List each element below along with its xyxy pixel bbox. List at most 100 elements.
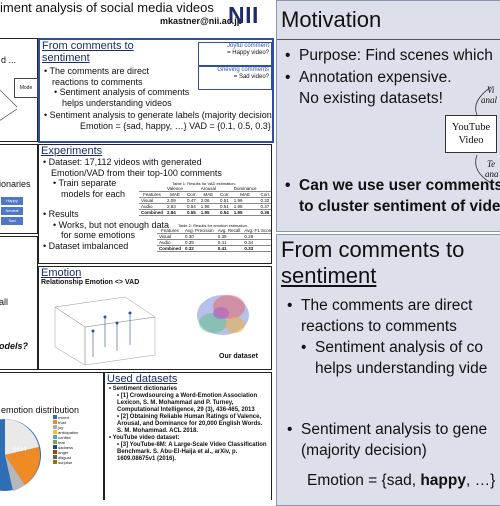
experiments-results: • Results	[43, 209, 79, 219]
motivation-title: Motivation	[281, 7, 382, 32]
table-cell: Dominance	[231, 186, 259, 192]
table-cell: Visual	[139, 197, 165, 204]
table-cell: Avg. Precision	[183, 228, 216, 234]
table-cell: Avg. F1 Score	[242, 228, 271, 234]
dict-box-happy: Happy	[1, 197, 23, 205]
emotion-subheading: Relationship Emotion <> VAD	[41, 279, 140, 286]
used-datasets-section: Used datasets • Sentiment dictionaries •…	[104, 372, 272, 500]
table-row: Combined 2.84 0.55 1.95 0.54 1.95 0.36	[139, 209, 271, 216]
table-cell: 2.83	[165, 203, 185, 210]
legend-mixed: mixed	[53, 415, 78, 420]
analysis-curves	[475, 86, 492, 184]
slide2-bullet-2b: (majority decision)	[301, 442, 427, 459]
motivation-bullet-3: • Can we use user comments	[285, 177, 500, 194]
poster-comments-bullet-2: • Sentiment analysis to generate labels …	[44, 110, 274, 120]
table-cell: 1.96	[231, 203, 259, 210]
table-cell: 0.51	[217, 197, 232, 204]
models-text: odels?	[0, 341, 29, 351]
table-cell: 0.51	[217, 203, 232, 210]
motivation-bullet-2: • Annotation expensive.	[285, 69, 452, 86]
table-cell: 0.32	[183, 245, 216, 252]
experiments-section: Experiments • Dataset: 17,112 videos wit…	[38, 144, 272, 264]
emotion-vad-3d-plot	[54, 296, 156, 366]
left-strip-arrows	[0, 89, 18, 121]
table-row: Audio 0.39 0.41 0.34	[157, 239, 271, 246]
experiments-sub-1: • Train separate	[53, 178, 117, 188]
pie-label: 6614	[13, 447, 27, 453]
table-cell: 0.47	[184, 197, 199, 204]
experiments-heading: Experiments	[41, 145, 103, 157]
legend-joy: joy	[53, 425, 78, 430]
mode-box: Mode	[14, 78, 38, 98]
left-strip-top-text: d ...	[1, 55, 17, 65]
youtube-label-2: Video	[458, 135, 484, 146]
poster-comments-sub-1: • Sentiment analysis of comments	[54, 87, 190, 97]
sad-question: = Sad video?	[233, 74, 269, 80]
slide2-bullet-2: • Sentiment analysis to gene	[287, 421, 488, 438]
legend-anticipation: anticipation	[53, 430, 78, 435]
table-cell: 2.06	[198, 197, 218, 204]
curve-label-bottom-2: ana	[485, 169, 499, 179]
table-cell: Features	[139, 191, 165, 198]
table-cell: Audio	[157, 239, 183, 246]
table-cell: 1.96	[231, 197, 259, 204]
table2-caption: Table 2: Results for emotion estimation.	[177, 223, 249, 228]
table-cell: 0.36	[258, 209, 271, 216]
all-text: all	[0, 297, 9, 307]
used-bullet-1: • Sentiment dictionaries	[109, 386, 178, 392]
table-cell: 0.33	[242, 245, 271, 252]
emotion-pie-chart: 6614	[0, 419, 41, 491]
table-row: Visual 2.09 0.47 2.06 0.51 1.96 0.32	[139, 197, 271, 204]
joyful-box: Joyful comment = Happy video?	[198, 42, 272, 66]
grieving-label: Grieving comments	[217, 67, 269, 73]
table-cell: 0.41	[215, 239, 243, 246]
table-row: Valence Arousal Dominance	[139, 186, 271, 192]
table-cell: Audio	[139, 203, 165, 210]
legend-trust: trust	[53, 420, 78, 425]
table-cell	[139, 186, 165, 192]
table-cell: Avg. Recall	[215, 228, 243, 234]
poster-comments-heading-1: From comments to	[42, 40, 134, 52]
table-cell: 0.39	[215, 233, 243, 240]
emotion-distribution-box: emotion distribution 6614 mixed trust jo…	[0, 372, 104, 500]
happy-question: = Happy video?	[227, 50, 269, 56]
table-cell: 1.96	[198, 203, 218, 210]
motivation-title-rule	[277, 39, 500, 40]
dict-box-neutral: Neutral	[1, 207, 23, 215]
table-cell: Corr.	[258, 191, 271, 198]
motivation-bullet-1: • Purpose: Find scenes which	[285, 47, 493, 64]
experiments-sub-2b: for some emotions	[61, 230, 136, 240]
table-cell: Corr.	[184, 191, 199, 198]
slide-comments-sentiment: From comments to sentiment • The comments…	[276, 234, 500, 506]
curve-label-top: Vi	[487, 85, 495, 95]
legend-surprise: surprise	[53, 460, 78, 465]
dataset-scatter-plot	[197, 295, 249, 335]
table-cell: Corr.	[217, 191, 232, 198]
youtube-video-box: YouTube Video	[445, 115, 497, 153]
slide2-sub-1b: helps understanding vide	[315, 360, 488, 377]
dictionaries-label: ionaries	[0, 179, 31, 189]
joyful-label: Joyful comment	[226, 43, 269, 49]
table-cell: 2.09	[165, 197, 185, 204]
slide2-title-2: sentiment	[281, 263, 377, 288]
used-datasets-body: • Sentiment dictionaries • [1] Crowdsour…	[109, 386, 267, 463]
pie-legend: mixed trust joy anticipation conflict fe…	[53, 415, 78, 465]
poster-comments-bullet-1b: reactions to comments	[52, 76, 143, 87]
poster-comments-sub-1b: helps understanding videos	[62, 97, 172, 108]
table-cell: Valence	[165, 186, 185, 192]
table-cell: 2.84	[165, 209, 185, 216]
table-cell	[184, 186, 199, 192]
table-cell: 0.55	[184, 209, 199, 216]
table-row: Features Avg. Precision Avg. Recall Avg. F1…	[157, 228, 271, 234]
legend-anger: anger	[53, 450, 78, 455]
curve-label-bottom: Te	[487, 159, 496, 169]
slide2-title-1: From comments to	[281, 237, 465, 262]
used-bullet-2: • YouTube video dataset:	[109, 435, 180, 441]
slide2-bullet-1: • The comments are direct	[287, 297, 473, 314]
poster-comments-section: From comments to sentiment Joyful commen…	[38, 38, 274, 143]
table-cell: 0.37	[258, 203, 271, 210]
table1-caption: Table 1: Results for VAD estimation.	[172, 181, 236, 186]
table-row: Audio 2.83 0.54 1.96 0.51 1.96 0.37	[139, 203, 271, 210]
vad-results-table-wrap: Table 1: Results for VAD estimation. Val…	[139, 181, 271, 216]
table-cell: 0.41	[215, 245, 243, 252]
